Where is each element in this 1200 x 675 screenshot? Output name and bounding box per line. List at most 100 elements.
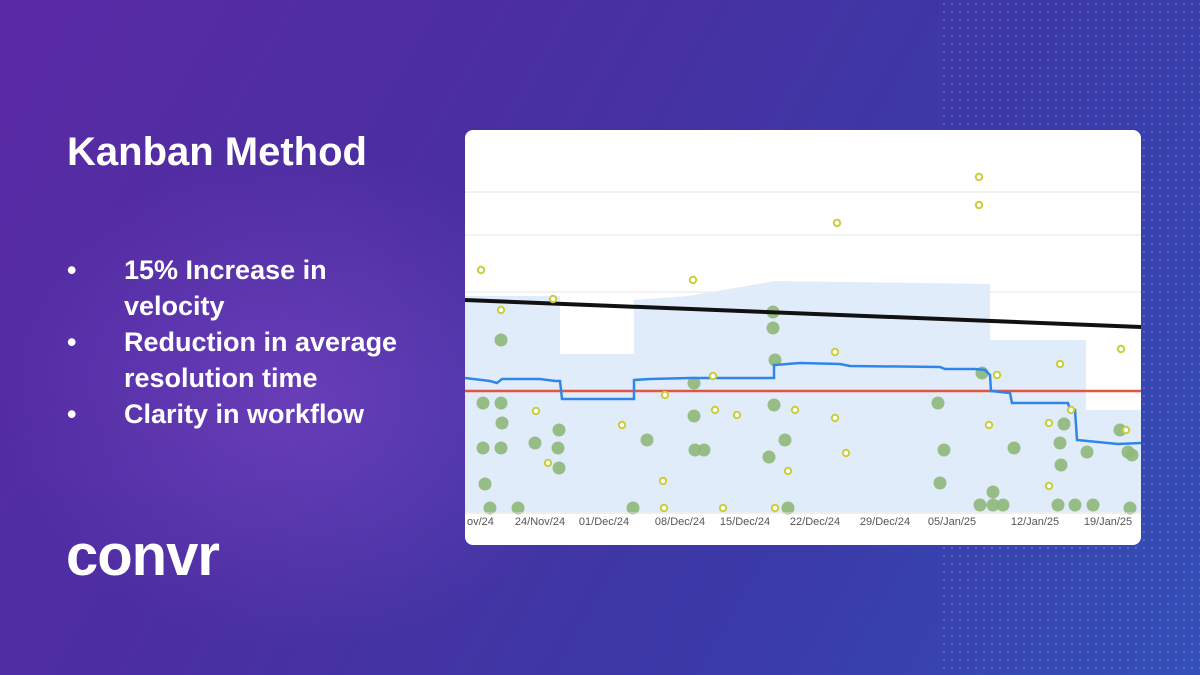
issue-point: [640, 433, 654, 447]
issue-point: [494, 333, 508, 347]
issue-point-outlier: [1066, 405, 1076, 415]
x-tick-label: 24/Nov/24: [514, 516, 566, 528]
issue-point-outlier: [783, 466, 793, 476]
issue-point: [767, 398, 781, 412]
bullet-text: Clarity in workflow: [124, 399, 365, 429]
rolling-average-line: [465, 361, 1141, 446]
issue-point-outlier: [984, 420, 994, 430]
issue-point-outlier: [974, 200, 984, 210]
issue-point: [1125, 448, 1139, 462]
x-axis-ticks: ov/24 24/Nov/24 01/Dec/24 08/Dec/24 15/Dec/2…: [465, 516, 1141, 536]
issue-point-outlier: [718, 503, 728, 513]
issue-point: [697, 443, 711, 457]
issue-point: [1053, 436, 1067, 450]
x-tick-label: 12/Jan/25: [1010, 516, 1060, 528]
issue-point: [494, 441, 508, 455]
control-chart-image: ov/24 24/Nov/24 01/Dec/24 08/Dec/24 15/Dec/2…: [465, 130, 1141, 545]
issue-point-outlier: [1121, 425, 1131, 435]
issue-point-outlier: [660, 390, 670, 400]
issue-point-outlier: [1055, 359, 1065, 369]
issue-point: [762, 450, 776, 464]
issue-point-outlier: [1116, 344, 1126, 354]
issue-point: [933, 476, 947, 490]
issue-point: [688, 443, 702, 457]
x-tick-label: 19/Jan/25: [1083, 516, 1133, 528]
bullet-marker: •: [67, 399, 77, 429]
bullet-item: • 15% Increase in velocity: [67, 252, 407, 324]
issue-point-outlier: [543, 458, 553, 468]
issue-point: [1113, 423, 1127, 437]
issue-point: [626, 501, 640, 515]
issue-point: [494, 396, 508, 410]
issue-point: [476, 396, 490, 410]
issue-point: [551, 441, 565, 455]
bullet-text: 15% Increase in velocity: [124, 255, 327, 321]
issue-point-outlier: [1044, 418, 1054, 428]
bullet-item: • Clarity in workflow: [67, 396, 407, 432]
issue-point: [986, 498, 1000, 512]
x-tick-label: 05/Jan/25: [927, 516, 977, 528]
issue-point-outlier: [732, 410, 742, 420]
issue-point: [937, 443, 951, 457]
issue-point: [781, 501, 795, 515]
control-chart: [465, 172, 1141, 515]
issue-point: [931, 396, 945, 410]
issue-point: [1123, 501, 1137, 515]
issue-point: [476, 441, 490, 455]
issue-point: [1054, 458, 1068, 472]
issue-point: [1057, 417, 1071, 431]
issue-point: [483, 501, 497, 515]
issue-point: [778, 433, 792, 447]
x-tick-label: 15/Dec/24: [719, 516, 771, 528]
issue-point-outlier: [710, 405, 720, 415]
bullet-marker: •: [67, 255, 77, 285]
issue-point: [766, 321, 780, 335]
issue-point: [552, 423, 566, 437]
issue-point-outlier: [531, 406, 541, 416]
issue-point-outlier: [830, 347, 840, 357]
issue-point-outlier: [832, 218, 842, 228]
bullet-item: • Reduction in average resolution time: [67, 324, 407, 396]
issue-point-outlier: [790, 405, 800, 415]
issue-point-outlier: [688, 275, 698, 285]
x-tick-label: 29/Dec/24: [859, 516, 911, 528]
issue-point: [528, 436, 542, 450]
issue-point-outlier: [974, 172, 984, 182]
issue-point: [768, 353, 782, 367]
issue-point-outlier: [659, 503, 669, 513]
issue-point: [996, 498, 1010, 512]
issue-point-outlier: [992, 370, 1002, 380]
issue-point-outlier: [617, 420, 627, 430]
trend-line: [465, 298, 1141, 329]
issue-point-outlier: [476, 265, 486, 275]
issue-point: [495, 416, 509, 430]
issue-point: [1007, 441, 1021, 455]
issue-point: [687, 376, 701, 390]
x-tick-label: 22/Dec/24: [789, 516, 841, 528]
x-tick-label: 01/Dec/24: [578, 516, 630, 528]
deviation-band: [465, 281, 1141, 512]
issue-point-outlier: [548, 294, 558, 304]
issue-point-outlier: [770, 503, 780, 513]
issue-point: [1080, 445, 1094, 459]
issue-point: [973, 498, 987, 512]
issue-point-outlier: [496, 305, 506, 315]
x-tick-label: 08/Dec/24: [654, 516, 706, 528]
issue-point-outlier: [658, 476, 668, 486]
issue-point-outlier: [708, 371, 718, 381]
issue-point: [478, 477, 492, 491]
issue-point: [552, 461, 566, 475]
slide-title: Kanban Method: [67, 130, 367, 174]
convr-logo: convr: [66, 523, 220, 588]
issue-point-outlier: [830, 413, 840, 423]
bullet-marker: •: [67, 327, 77, 357]
issue-point: [511, 501, 525, 515]
issue-point: [1086, 498, 1100, 512]
issue-point: [986, 485, 1000, 499]
issue-point-outlier: [841, 448, 851, 458]
issue-point: [1051, 498, 1065, 512]
issue-point-outlier: [1044, 481, 1054, 491]
x-tick-label: ov/24: [467, 516, 494, 528]
bullet-text: Reduction in average resolution time: [124, 327, 398, 393]
issue-point: [1068, 498, 1082, 512]
